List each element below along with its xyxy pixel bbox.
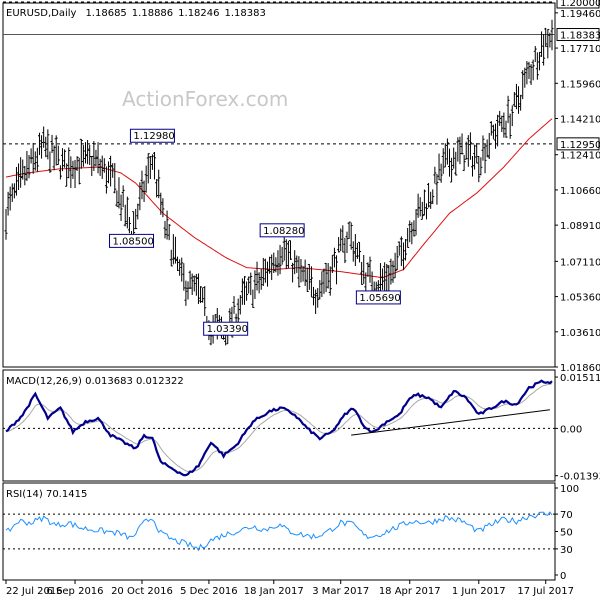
ohlc-low: 1.18246	[178, 8, 219, 19]
price-tick-label-4: 1.12410	[560, 151, 600, 162]
price-tick-label-10: 1.01860	[560, 363, 600, 374]
x-tick-label-2: 20 Oct 2016	[111, 586, 173, 597]
macd-signal-line	[5, 383, 553, 472]
moving-average	[5, 118, 553, 279]
watermark: ActionForex.com	[122, 87, 288, 111]
annotation-label-0: 1.12980	[133, 131, 174, 142]
x-tick-label-6: 18 Apr 2017	[379, 586, 441, 597]
macd-tick-label-2: -0.013938	[560, 472, 600, 483]
x-tick-label-3: 5 Dec 2016	[180, 586, 238, 597]
horizontal-levels	[3, 1, 555, 145]
macd-trendline	[351, 409, 550, 436]
chart-title: EURUSD,Daily 1.18685 1.18886 1.18246 1.18383	[6, 8, 266, 19]
sma-line	[5, 118, 553, 279]
macd-lines	[3, 379, 555, 477]
level-tag-2	[556, 137, 600, 151]
symbol-title: EURUSD,Daily	[6, 8, 77, 19]
annotation-label-4: 1.03390	[207, 324, 248, 335]
annotation-label-1: 1.08500	[113, 236, 154, 247]
annotation-box-2	[259, 223, 305, 238]
price-tick-label-9: 1.03610	[560, 328, 600, 339]
rsi-tick-label-3: 30	[560, 545, 573, 556]
level-label-0: 1.20000	[560, 0, 600, 9]
price-tick-label-6: 1.08910	[560, 221, 600, 232]
x-tick-label-8: 17 Jul 2017	[517, 586, 574, 597]
price-panel-frame	[2, 2, 556, 368]
x-tick-label-7: 1 Jun 2017	[452, 586, 506, 597]
price-annotations: 1.12980 1.08500 1.08280 1.05690 1.03390	[109, 128, 401, 336]
macd-tick-label-1: 0.00	[560, 424, 582, 435]
price-tick-label-0: 1.19460	[560, 9, 600, 20]
rsi-label: RSI(14) 70.1415	[6, 489, 87, 500]
rsi-tick-label-0: 100	[560, 484, 579, 495]
rsi-line	[5, 511, 553, 552]
level-tag-0	[556, 0, 600, 9]
rsi-tick-label-1: 70	[560, 510, 573, 521]
level-label-1: 1.18383	[560, 31, 600, 42]
macd-label: MACD(12,26,9) 0.013683 0.012322	[6, 376, 184, 387]
ohlc-close: 1.18383	[225, 8, 266, 19]
x-tick-label-4: 18 Jan 2017	[244, 586, 304, 597]
price-tick-label-8: 1.05360	[560, 293, 600, 304]
rsi-tick-label-2: 50	[560, 528, 573, 539]
level-tag-1	[556, 28, 600, 42]
annotation-label-3: 1.05690	[359, 293, 400, 304]
price-tick-label-3: 1.14210	[560, 114, 600, 125]
rsi-tick-label-4: 0	[560, 571, 566, 582]
rsi-line	[3, 511, 555, 552]
annotation-box-1	[109, 233, 155, 248]
x-tick-label-0: 22 Jul 2016	[6, 586, 63, 597]
level-label-2: 1.12950	[560, 140, 600, 151]
axis-labels: 1.20000 1.18383 1.12950 1.19460 1.17710 1.159…	[5, 0, 600, 597]
macd-line	[5, 379, 553, 477]
price-tick-label-2: 1.15960	[560, 79, 600, 90]
x-tick-label-5: 3 Mar 2017	[312, 586, 369, 597]
annotation-label-2: 1.08280	[263, 226, 304, 237]
macd-tick-label-0: 0.015118	[560, 373, 600, 384]
annotation-box-0	[129, 128, 175, 143]
ohlc-high: 1.18886	[132, 8, 173, 19]
price-tick-label-5: 1.10660	[560, 186, 600, 197]
macd-panel-frame	[2, 369, 556, 482]
ohlc-open: 1.18685	[85, 8, 126, 19]
price-tick-label-1: 1.17710	[560, 44, 600, 55]
annotation-box-3	[355, 290, 401, 305]
price-candles	[4, 19, 554, 346]
price-tick-label-7: 1.07110	[560, 257, 600, 268]
annotation-box-4	[203, 321, 249, 336]
x-tick-label-1: 6 Sep 2016	[47, 586, 104, 597]
